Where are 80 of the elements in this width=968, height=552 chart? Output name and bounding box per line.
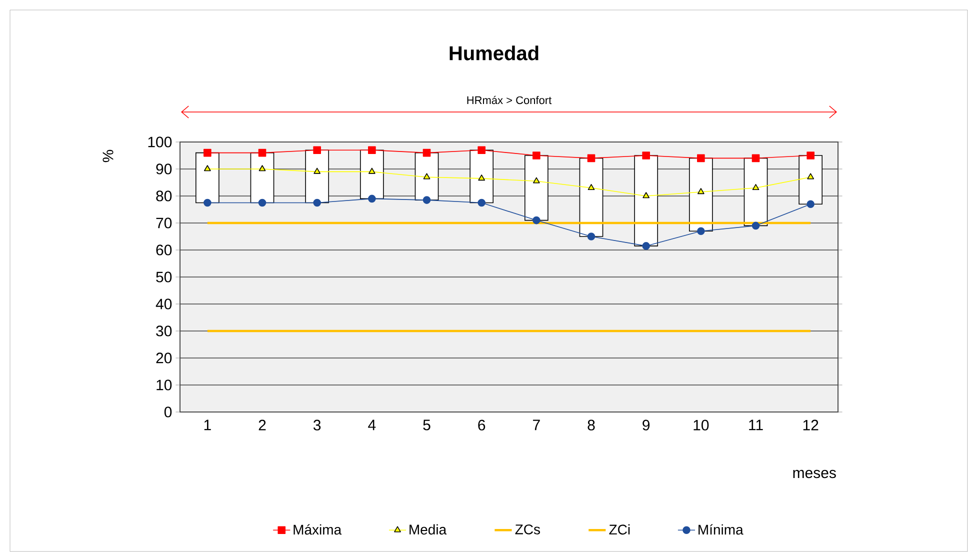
point	[806, 152, 814, 160]
y-axis-title: %	[102, 150, 114, 162]
bar	[250, 152, 274, 204]
bar	[634, 155, 658, 246]
y-tick-label: 60	[156, 244, 172, 256]
x-tick-label: 3	[313, 420, 321, 430]
point	[752, 222, 760, 230]
legend-label: Máxima	[294, 524, 342, 535]
bar	[798, 155, 823, 204]
bar	[470, 150, 494, 204]
point	[587, 154, 596, 162]
y-tick-label: 10	[156, 380, 172, 390]
chart-title: Humedad	[450, 46, 538, 60]
y-tick-label: 100	[148, 136, 172, 148]
bar	[196, 152, 220, 204]
point	[258, 198, 266, 207]
x-tick-label: 7	[533, 420, 540, 430]
point	[697, 154, 705, 162]
y-tick-label: 50	[156, 272, 172, 282]
x-tick-label: 10	[694, 420, 709, 430]
y-tick-label: 20	[156, 352, 172, 364]
bar	[305, 150, 330, 204]
point	[587, 232, 596, 240]
point	[642, 192, 650, 198]
bar	[579, 158, 604, 237]
x-tick-label: 6	[478, 420, 486, 430]
point	[368, 168, 376, 174]
point	[368, 194, 376, 203]
point	[642, 152, 650, 160]
x-tick-label: 9	[642, 420, 650, 430]
y-tick-label: 90	[156, 164, 172, 174]
point	[423, 173, 430, 180]
point	[258, 165, 266, 172]
legend-label: ZCi	[609, 524, 630, 535]
point	[204, 148, 212, 157]
bar	[524, 155, 548, 221]
bar	[414, 152, 439, 200]
x-tick-label: 8	[588, 420, 595, 430]
point	[313, 198, 321, 207]
x-tick-label: 11	[749, 420, 763, 430]
point	[532, 216, 540, 224]
text: HRmáx > Confort	[467, 96, 552, 104]
point	[532, 177, 540, 184]
y-tick-label: 40	[156, 298, 172, 310]
y-tick-label: 0	[164, 406, 172, 418]
point	[642, 242, 650, 250]
y-tick-label: 30	[156, 326, 172, 336]
point	[752, 184, 760, 190]
point	[532, 152, 540, 160]
point	[697, 227, 705, 235]
point	[422, 148, 431, 157]
point	[204, 198, 212, 207]
bar	[744, 158, 768, 226]
legend-label: ZCs	[515, 524, 540, 534]
point	[478, 174, 486, 181]
point	[807, 173, 814, 180]
point	[588, 184, 595, 190]
point	[204, 165, 211, 172]
point	[478, 198, 486, 207]
legend-label: Mínima	[698, 524, 744, 535]
legend-label: Media	[410, 524, 447, 535]
y-tick-label: 70	[156, 218, 172, 228]
x-tick-label: 5	[423, 420, 430, 430]
x-tick-label: 4	[368, 420, 376, 430]
bar	[689, 158, 713, 232]
point	[752, 154, 760, 162]
x-tick-label: 2	[258, 420, 266, 430]
point	[314, 168, 321, 174]
x-axis-title: meses	[793, 470, 836, 478]
point	[258, 148, 266, 157]
x-tick-label: 12	[803, 420, 818, 430]
point	[806, 200, 814, 208]
point	[368, 146, 376, 154]
point	[697, 188, 704, 194]
bar	[360, 150, 384, 200]
point	[313, 146, 321, 154]
point	[478, 146, 486, 154]
x-tick-label: 1	[204, 420, 211, 430]
y-tick-label: 80	[156, 190, 172, 202]
point	[422, 196, 431, 204]
